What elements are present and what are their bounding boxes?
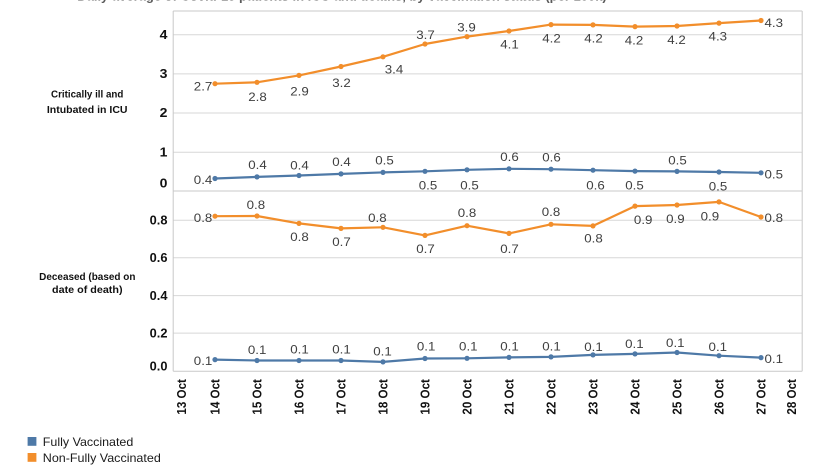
svg-text:0.6: 0.6 (586, 179, 605, 193)
svg-text:0.8: 0.8 (194, 211, 213, 225)
svg-text:0.8: 0.8 (150, 213, 168, 227)
svg-text:0.4: 0.4 (332, 155, 351, 169)
svg-text:3.4: 3.4 (385, 63, 404, 77)
svg-text:22 Oct: 22 Oct (544, 378, 558, 414)
svg-text:date of death): date of death) (52, 284, 123, 296)
svg-text:2.7: 2.7 (194, 80, 213, 94)
svg-text:0.7: 0.7 (416, 242, 435, 256)
svg-text:26 Oct: 26 Oct (712, 378, 726, 414)
svg-text:0.4: 0.4 (150, 289, 168, 303)
svg-text:24 Oct: 24 Oct (628, 378, 642, 414)
svg-text:23 Oct: 23 Oct (586, 378, 600, 414)
svg-text:0.5: 0.5 (375, 154, 394, 168)
svg-text:0.1: 0.1 (666, 336, 685, 350)
svg-text:28 Oct: 28 Oct (785, 378, 799, 414)
svg-text:0.9: 0.9 (666, 212, 685, 226)
svg-text:4.3: 4.3 (765, 16, 784, 30)
svg-text:0.1: 0.1 (332, 343, 351, 357)
svg-text:0.7: 0.7 (332, 235, 351, 249)
svg-text:21 Oct: 21 Oct (502, 378, 516, 414)
svg-text:0.5: 0.5 (419, 179, 438, 193)
svg-text:0.1: 0.1 (500, 339, 519, 353)
svg-text:Intubated in ICU: Intubated in ICU (47, 104, 128, 116)
svg-text:0.9: 0.9 (701, 210, 720, 224)
svg-text:0.8: 0.8 (368, 211, 387, 225)
svg-text:0.1: 0.1 (625, 337, 644, 351)
svg-text:0.1: 0.1 (248, 343, 267, 357)
svg-text:0.1: 0.1 (709, 340, 728, 354)
svg-text:4.1: 4.1 (500, 37, 519, 51)
svg-text:15 Oct: 15 Oct (250, 378, 264, 414)
svg-text:4.2: 4.2 (584, 31, 603, 45)
svg-text:Daily average of Covid-19 pati: Daily average of Covid-19 patients in IC… (77, 0, 607, 3)
svg-text:0.4: 0.4 (248, 158, 267, 172)
svg-text:0.1: 0.1 (373, 345, 392, 359)
svg-text:0.5: 0.5 (765, 167, 784, 181)
svg-text:3.7: 3.7 (416, 28, 435, 42)
svg-text:0.8: 0.8 (290, 230, 309, 244)
svg-text:0.1: 0.1 (584, 340, 603, 354)
svg-text:Critically ill and: Critically ill and (51, 89, 123, 101)
svg-text:0.5: 0.5 (460, 179, 479, 193)
svg-text:4.2: 4.2 (667, 33, 686, 47)
svg-text:4.3: 4.3 (709, 30, 728, 44)
svg-text:3: 3 (160, 67, 168, 81)
svg-text:16 Oct: 16 Oct (292, 378, 306, 414)
svg-text:0.4: 0.4 (290, 158, 309, 172)
svg-text:18 Oct: 18 Oct (376, 378, 390, 414)
svg-text:0.6: 0.6 (542, 151, 561, 165)
svg-text:13 Oct: 13 Oct (175, 378, 189, 414)
svg-text:Fully Vaccinated: Fully Vaccinated (43, 435, 134, 449)
svg-text:0.1: 0.1 (542, 340, 561, 354)
svg-text:0.1: 0.1 (459, 340, 478, 354)
svg-text:2.8: 2.8 (248, 90, 267, 104)
svg-text:14 Oct: 14 Oct (208, 378, 222, 414)
svg-text:0.1: 0.1 (290, 343, 309, 357)
svg-text:3.9: 3.9 (457, 21, 476, 35)
svg-text:0.8: 0.8 (458, 206, 477, 220)
svg-text:4.2: 4.2 (542, 31, 561, 45)
svg-text:0.7: 0.7 (500, 242, 519, 256)
svg-text:2: 2 (160, 106, 168, 120)
svg-text:1: 1 (160, 145, 168, 159)
svg-text:0.9: 0.9 (634, 213, 653, 227)
svg-text:0.8: 0.8 (247, 198, 266, 212)
svg-text:4: 4 (160, 28, 168, 42)
svg-text:0.8: 0.8 (584, 231, 603, 245)
svg-text:0.5: 0.5 (709, 179, 728, 193)
svg-text:0.4: 0.4 (194, 173, 213, 187)
svg-text:0.2: 0.2 (150, 327, 168, 341)
svg-text:0.5: 0.5 (668, 154, 687, 168)
svg-text:25 Oct: 25 Oct (670, 378, 684, 414)
svg-text:0.8: 0.8 (542, 205, 561, 219)
svg-text:2.9: 2.9 (290, 84, 309, 98)
svg-text:0.6: 0.6 (150, 251, 168, 265)
svg-text:0.6: 0.6 (500, 150, 519, 164)
svg-text:0.1: 0.1 (417, 340, 436, 354)
svg-text:Non-Fully Vaccinated: Non-Fully Vaccinated (43, 451, 161, 465)
svg-text:20 Oct: 20 Oct (460, 378, 474, 414)
svg-text:0.5: 0.5 (625, 179, 644, 193)
svg-text:27 Oct: 27 Oct (754, 378, 768, 414)
svg-text:0.0: 0.0 (150, 360, 168, 374)
svg-text:0.1: 0.1 (194, 354, 213, 368)
svg-text:0: 0 (160, 177, 168, 191)
svg-text:4.2: 4.2 (625, 34, 644, 48)
svg-text:Deceased (based on: Deceased (based on (39, 271, 135, 283)
svg-text:3.2: 3.2 (332, 76, 351, 90)
svg-text:0.1: 0.1 (765, 352, 784, 366)
svg-text:0.8: 0.8 (765, 211, 784, 225)
svg-text:17 Oct: 17 Oct (334, 378, 348, 414)
svg-text:19 Oct: 19 Oct (418, 378, 432, 414)
